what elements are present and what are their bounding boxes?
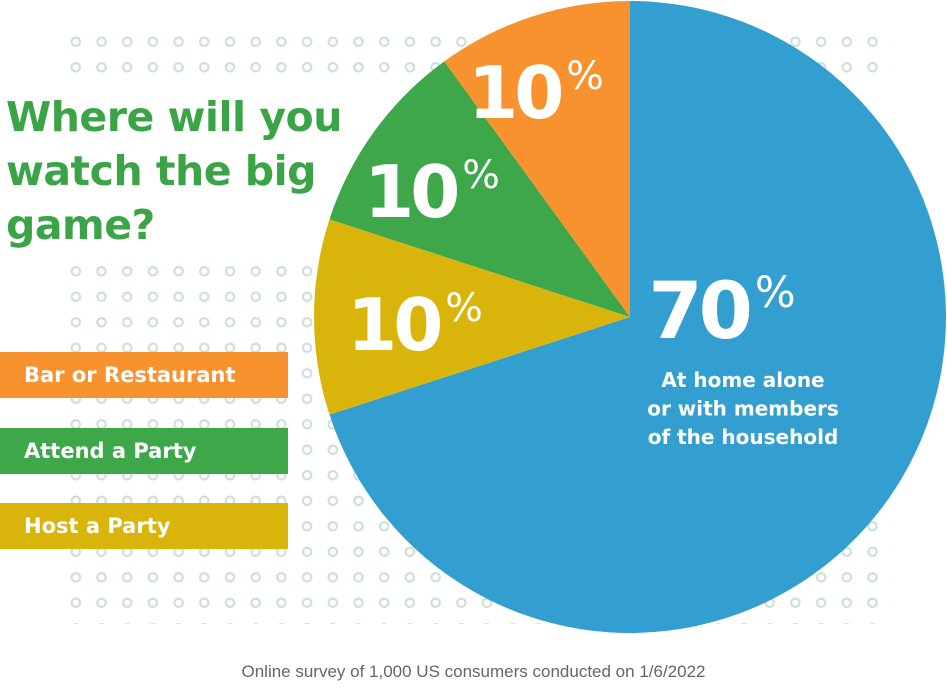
pie-slice-host-a-party [314, 219, 630, 415]
legend-item-host-a-party: Host a Party [0, 503, 288, 549]
slice-category-label: of the household [648, 425, 839, 449]
pie-slice-at-home-alone-or-with-members-of-the-household [329, 1, 946, 633]
slice-value-label: 10% [364, 150, 500, 234]
footnote: Online survey of 1,000 US consumers cond… [241, 662, 706, 681]
pie-slice-bar-or-restaurant [444, 1, 630, 317]
slice-category-label: or with members [647, 397, 839, 421]
slice-value-label: 10% [347, 283, 483, 367]
pie-slice-attend-a-party [329, 61, 630, 317]
legend-item-bar-or-restaurant: Bar or Restaurant [0, 352, 288, 398]
slice-value-label: 70% [648, 267, 795, 357]
legend-item-attend-a-party: Attend a Party [0, 428, 288, 474]
chart-title: Where will you watch the big game? [6, 93, 342, 249]
slice-value-label: 10% [468, 51, 604, 135]
slice-category-label: At home alone [661, 368, 824, 392]
